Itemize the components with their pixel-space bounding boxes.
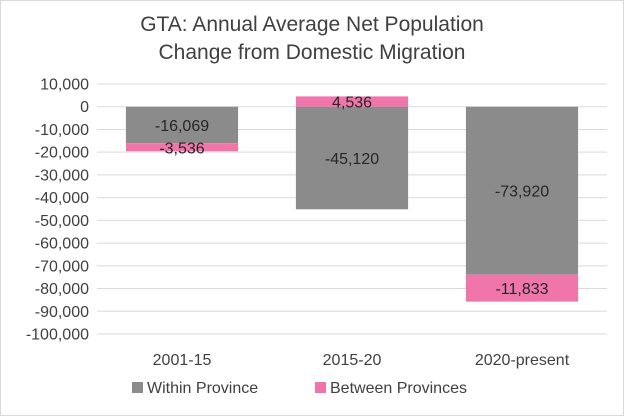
data-label-within-province-1: -45,120 [325, 151, 379, 168]
x-category-label: 2020-present [475, 352, 570, 369]
bar-within-province-2 [465, 106, 579, 275]
data-label-between-provinces-1: 4,536 [332, 95, 372, 112]
legend: Within Province Between Provinces [132, 380, 467, 397]
y-tick-label: -90,000 [35, 304, 89, 321]
y-tick-label: -60,000 [35, 236, 89, 253]
x-axis-categories: 2001-15 2015-20 2020-present [153, 352, 570, 369]
bar-between-provinces-1 [295, 96, 409, 107]
bars [125, 96, 579, 302]
legend-swatch-between-provinces [315, 382, 326, 393]
bar-within-province-0 [125, 106, 239, 144]
data-labels: -16,069 -3,536 -45,120 4,536 -73,920 -11,833 [155, 95, 549, 299]
y-tick-label: -80,000 [35, 281, 89, 298]
bar-between-provinces-0 [125, 143, 239, 152]
y-tick-label: -20,000 [35, 145, 89, 162]
legend-swatch-within-province [132, 382, 143, 393]
y-tick-label: -10,000 [35, 122, 89, 139]
data-label-within-province-2: -73,920 [495, 184, 549, 201]
data-label-between-provinces-2: -11,833 [495, 281, 548, 298]
x-category-label: 2015-20 [323, 352, 382, 369]
legend-label-between-provinces: Between Provinces [330, 380, 467, 397]
bar-within-province-1 [295, 106, 409, 210]
x-category-label: 2001-15 [153, 352, 212, 369]
chart-title-line-1: GTA: Annual Average Net Population [140, 13, 484, 36]
bar-between-provinces-2 [465, 274, 579, 302]
data-label-within-province-0: -16,069 [155, 118, 209, 135]
y-tick-label: -70,000 [35, 258, 89, 275]
legend-label-within-province: Within Province [147, 380, 258, 397]
y-tick-label: -50,000 [35, 213, 89, 230]
data-label-between-provinces-0: -3,536 [159, 140, 204, 157]
y-tick-label: -30,000 [35, 167, 89, 184]
y-tick-label: -40,000 [35, 190, 89, 207]
chart-title-line-2: Change from Domestic Migration [159, 41, 466, 64]
y-tick-label: 0 [80, 99, 89, 116]
y-tick-label: 10,000 [40, 77, 89, 94]
y-axis-ticks: 10,000 0 -10,000 -20,000 -30,000 -40,000 -50,0… [26, 77, 89, 344]
y-tick-label: -100,000 [26, 327, 89, 344]
